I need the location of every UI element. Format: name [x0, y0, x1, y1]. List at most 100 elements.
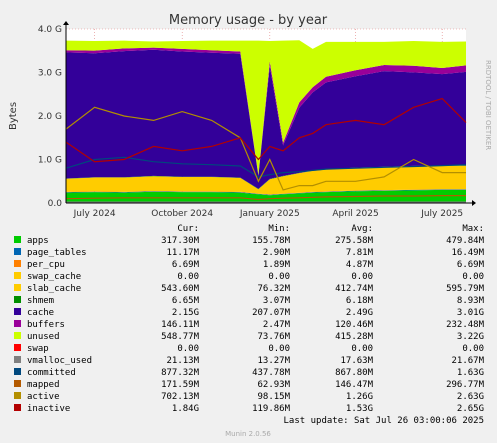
x-tick-label: October 2024: [151, 209, 213, 219]
legend-value-avg: 4.87M: [346, 260, 374, 270]
x-tick-label: April 2025: [332, 209, 378, 219]
legend-value-cur: 543.60M: [161, 284, 200, 294]
legend-name: per_cpu: [27, 260, 65, 270]
legend-name: page_tables: [27, 248, 87, 258]
legend-value-max: 1.63G: [457, 368, 484, 378]
area-apps: [66, 189, 466, 203]
line-mapped: [65, 195, 466, 201]
area-page-tables: [66, 189, 466, 196]
line-layer: [65, 97, 467, 203]
legend-value-max: 232.48M: [446, 320, 485, 330]
legend-swatch-per-cpu: [14, 260, 21, 267]
legend-value-max: 21.67M: [451, 356, 484, 366]
line-inactive: [65, 97, 467, 163]
legend-value-min: 73.76M: [257, 332, 290, 342]
x-axis-arrow: [472, 200, 476, 206]
legend-name: committed: [27, 368, 76, 378]
legend-value-avg: 0.00: [351, 272, 373, 282]
legend-value-min: 2.90M: [263, 248, 291, 258]
legend-value-min: 1.89M: [263, 260, 291, 270]
legend-name: mapped: [27, 380, 60, 390]
legend-value-min: 98.15M: [257, 392, 290, 402]
legend-swatch-slab-cache: [14, 284, 21, 291]
legend-name: swap_cache: [27, 272, 81, 282]
legend-value-avg: 6.18M: [346, 296, 374, 306]
legend-header-avg: Avg:: [351, 224, 373, 234]
legend-value-avg: 0.00: [351, 344, 373, 354]
legend-name: swap: [27, 344, 49, 354]
legend-swatch-page-tables: [14, 248, 21, 255]
legend-value-max: 8.93M: [457, 296, 485, 306]
legend-value-cur: 548.77M: [161, 332, 200, 342]
x-tick-label: January 2025: [239, 209, 300, 219]
legend-value-min: 2.47M: [263, 320, 291, 330]
legend-swatch-shmem: [14, 296, 21, 303]
y-tick-label: 4.0 G: [38, 25, 62, 35]
last-update: Last update: Sat Jul 26 03:00:06 2025: [284, 416, 484, 426]
legend-value-avg: 7.81M: [346, 248, 374, 258]
area-slab-cache: [66, 165, 466, 195]
legend-value-avg: 1.26G: [346, 392, 373, 402]
legend-value-max: 0.00: [462, 344, 484, 354]
legend-swatch-swap-cache: [14, 272, 21, 279]
chart-title: Memory usage - by year: [169, 13, 328, 28]
legend-value-cur: 171.59M: [161, 380, 200, 390]
legend-value-avg: 275.58M: [335, 236, 374, 246]
legend-value-cur: 0.00: [177, 272, 199, 282]
area-layer: [66, 40, 466, 203]
legend-name: inactive: [27, 404, 70, 414]
munin-version: Munin 2.0.56: [225, 430, 271, 438]
legend-value-avg: 867.80M: [335, 368, 374, 378]
legend-swatch-mapped: [14, 380, 21, 387]
x-tick-label: July 2024: [73, 209, 116, 219]
legend-value-cur: 146.11M: [161, 320, 200, 330]
legend-value-min: 155.78M: [252, 236, 291, 246]
area-cache: [66, 49, 466, 189]
legend-value-max: 3.22G: [457, 332, 484, 342]
legend-value-avg: 120.46M: [335, 320, 374, 330]
legend: Cur: Min: Avg: Max: apps 317.30M 155.78M 275.58…: [14, 224, 485, 414]
legend-name: unused: [27, 332, 60, 342]
legend-swatch-active: [14, 392, 21, 399]
legend-name: cache: [27, 308, 54, 318]
area-unused: [66, 40, 466, 176]
y-tick-label: 3.0 G: [38, 69, 62, 79]
x-tick-label: July 2025: [420, 209, 463, 219]
legend-swatch-apps: [14, 236, 21, 243]
legend-value-max: 595.79M: [446, 284, 485, 294]
legend-value-min: 119.86M: [252, 404, 291, 414]
legend-name: shmem: [27, 296, 54, 306]
legend-value-avg: 17.63M: [340, 356, 373, 366]
legend-value-cur: 1.84G: [172, 404, 199, 414]
legend-value-max: 2.65G: [457, 404, 484, 414]
legend-value-cur: 702.13M: [161, 392, 200, 402]
legend-header-cur: Cur:: [177, 224, 199, 234]
legend-header-max: Max:: [462, 224, 484, 234]
legend-swatch-buffers: [14, 320, 21, 327]
area-per-cpu: [66, 189, 466, 195]
legend-name: slab_cache: [27, 284, 81, 294]
legend-swatch-cache: [14, 308, 21, 315]
legend-value-avg: 412.74M: [335, 284, 374, 294]
legend-value-min: 437.78M: [252, 368, 291, 378]
side-label: RRDTOOL / TOBI OETIKER: [484, 60, 492, 150]
legend-value-max: 0.00: [462, 272, 484, 282]
axis-layer: 0.0 1.0 G 2.0 G 3.0 G 4.0 G July 2024 October …: [38, 21, 476, 219]
legend-value-avg: 146.47M: [335, 380, 374, 390]
legend-value-cur: 317.30M: [161, 236, 200, 246]
legend-name: apps: [27, 236, 49, 246]
y-axis-label: Bytes: [8, 102, 19, 130]
legend-header-min: Min:: [268, 224, 290, 234]
legend-value-max: 479.84M: [446, 236, 485, 246]
legend-value-cur: 6.69M: [172, 260, 200, 270]
legend-name: buffers: [27, 320, 65, 330]
legend-swatch-inactive: [14, 404, 21, 411]
y-axis-arrow: [63, 21, 69, 25]
legend-value-min: 13.27M: [257, 356, 290, 366]
legend-value-min: 3.07M: [263, 296, 291, 306]
legend-value-cur: 6.65M: [172, 296, 200, 306]
legend-value-cur: 11.17M: [166, 248, 199, 258]
legend-value-cur: 0.00: [177, 344, 199, 354]
legend-value-avg: 415.28M: [335, 332, 374, 342]
